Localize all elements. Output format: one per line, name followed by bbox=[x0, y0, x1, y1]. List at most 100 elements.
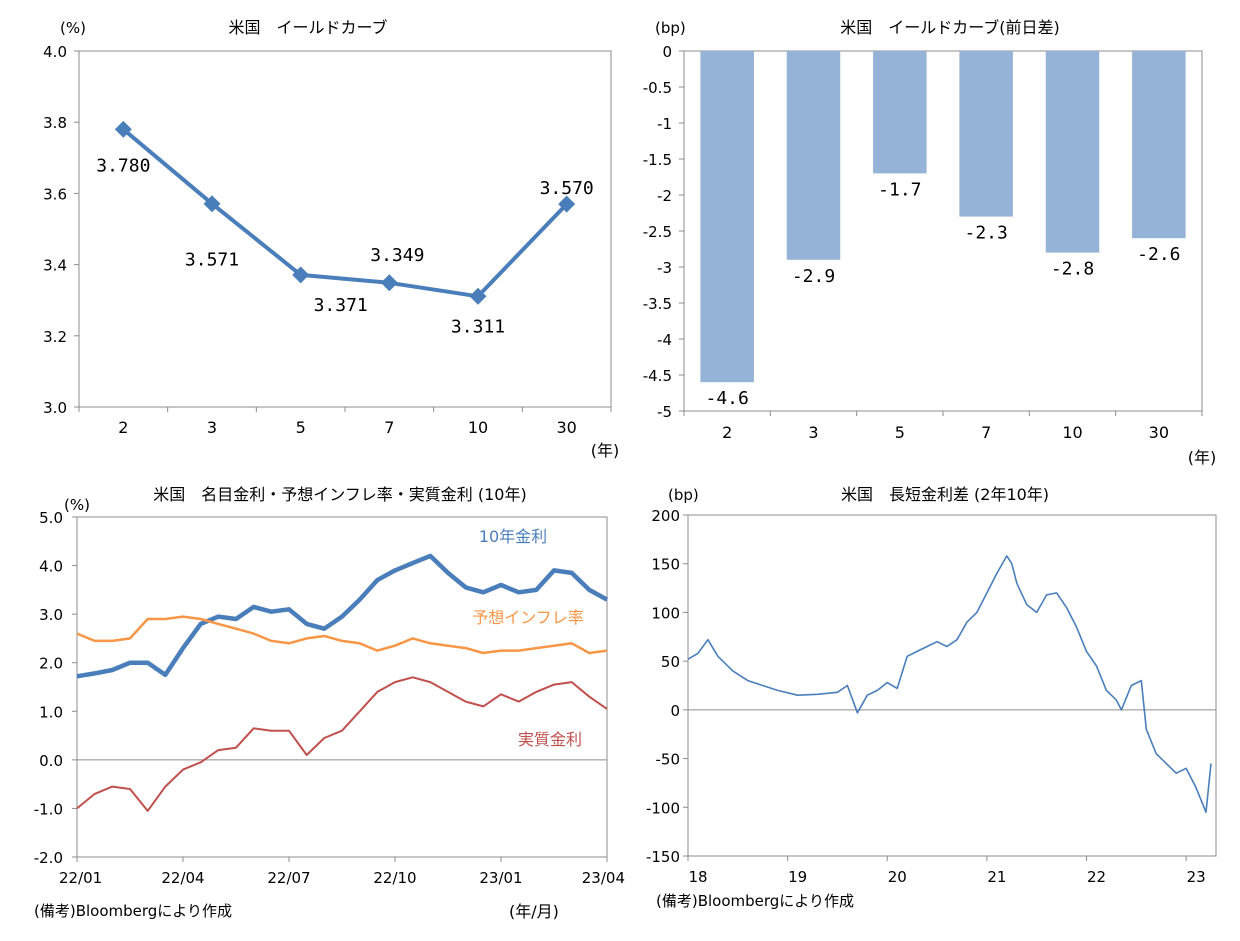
y-tick-label: 0.0 bbox=[39, 752, 63, 770]
x-tick-label: 20 bbox=[888, 868, 907, 886]
y-tick-label: -1.5 bbox=[643, 151, 672, 169]
data-label: -4.6 bbox=[705, 388, 748, 409]
y-tick-label: -2.0 bbox=[34, 849, 63, 867]
y-unit-label: (bp) bbox=[668, 486, 699, 504]
x-tick-label: 2 bbox=[722, 423, 732, 442]
bar bbox=[786, 51, 841, 260]
y-tick-label: -5 bbox=[657, 403, 672, 421]
x-tick-label: 5 bbox=[895, 423, 905, 442]
bar bbox=[1132, 51, 1186, 239]
x-tick-label: 23/01 bbox=[479, 869, 522, 887]
x-tick-label: 10 bbox=[1062, 423, 1082, 442]
chart-term-spread: 米国 長短金利差 (2年10年) (bp) (備考)Bloombergにより作成… bbox=[646, 485, 1217, 910]
x-tick-label: 22/01 bbox=[59, 869, 102, 887]
data-label: 3.570 bbox=[540, 178, 594, 199]
x-tick-label: 22/04 bbox=[161, 869, 204, 887]
plot-area bbox=[683, 50, 1203, 412]
y-tick-label: -4 bbox=[657, 331, 672, 349]
series-label: 予想インフレ率 bbox=[472, 608, 584, 627]
y-unit-label: (bp) bbox=[655, 19, 686, 37]
y-tick-label: 50 bbox=[661, 653, 680, 671]
y-tick-label: 4.0 bbox=[39, 558, 63, 576]
x-tick-label: 5 bbox=[296, 418, 306, 437]
y-tick-label: 4.0 bbox=[43, 43, 67, 61]
data-point bbox=[292, 266, 310, 284]
data-label: -2.3 bbox=[964, 223, 1007, 244]
y-tick-label: 0 bbox=[670, 702, 680, 720]
series-line bbox=[76, 615, 608, 655]
data-label: 3.371 bbox=[314, 295, 368, 316]
y-tick-label: 3.0 bbox=[39, 606, 63, 624]
y-tick-label: 3.0 bbox=[43, 399, 67, 417]
y-tick-label: -4.5 bbox=[643, 367, 672, 385]
y-tick-label: 5.0 bbox=[39, 509, 63, 527]
bar bbox=[1045, 51, 1100, 253]
source-note: (備考)Bloombergにより作成 bbox=[34, 902, 232, 920]
bar bbox=[873, 51, 927, 174]
y-tick-label: -0.5 bbox=[643, 79, 672, 97]
data-label: -1.7 bbox=[878, 179, 921, 200]
series-line bbox=[687, 555, 1212, 814]
series-line bbox=[122, 127, 569, 299]
x-tick-label: 23/04 bbox=[582, 869, 625, 887]
y-tick-label: 3.6 bbox=[43, 185, 67, 203]
chart-yield-curve: 米国 イールドカーブ (%) (年) 3.0 3.2 3.4 3.6 3.8 4.0 2 3… bbox=[43, 18, 619, 460]
x-tick-label: 3 bbox=[207, 418, 217, 437]
x-tick-label: 7 bbox=[981, 423, 991, 442]
y-tick-label: 100 bbox=[651, 604, 680, 622]
chart-title: 米国 イールドカーブ(前日差) bbox=[840, 18, 1060, 37]
data-point bbox=[558, 195, 576, 213]
series-line bbox=[76, 553, 609, 679]
y-tick-label: 2.0 bbox=[39, 655, 63, 673]
x-tick-label: 30 bbox=[1149, 423, 1169, 442]
y-tick-label: -2 bbox=[657, 187, 672, 205]
plot-area bbox=[78, 50, 612, 408]
x-tick-label: 22/10 bbox=[373, 869, 416, 887]
data-label: -2.6 bbox=[1137, 244, 1180, 265]
y-tick-label: -2.5 bbox=[643, 223, 672, 241]
x-tick-label: 7 bbox=[384, 418, 394, 437]
data-point bbox=[114, 120, 132, 138]
y-tick-label: 0 bbox=[662, 43, 672, 61]
y-tick-label: 1.0 bbox=[39, 703, 63, 721]
x-unit-label: (年/月) bbox=[509, 902, 559, 921]
x-unit-label: (年) bbox=[1188, 448, 1217, 467]
data-point bbox=[469, 287, 487, 305]
y-tick-label: -3 bbox=[657, 259, 672, 277]
data-point bbox=[380, 274, 398, 292]
source-note: (備考)Bloombergにより作成 bbox=[656, 892, 854, 910]
y-tick-label: -3.5 bbox=[643, 295, 672, 313]
series-line bbox=[76, 676, 608, 812]
x-tick-label: 2 bbox=[118, 418, 128, 437]
x-tick-label: 22/07 bbox=[267, 869, 310, 887]
series-label: 実質金利 bbox=[518, 730, 582, 749]
x-tick-label: 18 bbox=[688, 868, 707, 886]
x-tick-label: 30 bbox=[556, 418, 576, 437]
chart-title: 米国 イールドカーブ bbox=[228, 18, 387, 37]
chart-yield-change: 米国 イールドカーブ(前日差) (bp) (年) 0 -0.5 -1 -1.5 -2 -2… bbox=[643, 18, 1217, 467]
y-tick-label: -1.0 bbox=[34, 800, 63, 818]
x-tick-label: 23 bbox=[1187, 868, 1206, 886]
data-label: 3.571 bbox=[185, 250, 239, 271]
chart-real-rates: 米国 名目金利・予想インフレ率・実質金利 (10年) (%) (年/月) (備考… bbox=[34, 485, 625, 921]
y-tick-label: 150 bbox=[651, 556, 680, 574]
y-tick-label: 3.4 bbox=[43, 257, 67, 275]
chart-title: 米国 長短金利差 (2年10年) bbox=[841, 485, 1049, 504]
y-tick-label: -1 bbox=[657, 115, 672, 133]
data-label: 3.311 bbox=[451, 316, 505, 337]
series-label: 10年金利 bbox=[479, 527, 547, 546]
data-label: 3.349 bbox=[370, 245, 424, 266]
chart-title: 米国 名目金利・予想インフレ率・実質金利 (10年) bbox=[153, 485, 526, 504]
y-tick-label: -50 bbox=[656, 751, 681, 769]
x-tick-label: 3 bbox=[808, 423, 818, 442]
x-tick-label: 21 bbox=[987, 868, 1006, 886]
plot-area bbox=[687, 514, 1217, 857]
bar bbox=[700, 51, 754, 383]
data-label: -2.8 bbox=[1051, 259, 1094, 280]
x-tick-label: 19 bbox=[788, 868, 807, 886]
y-tick-label: 3.8 bbox=[43, 114, 67, 132]
y-tick-label: 200 bbox=[651, 507, 680, 525]
data-label: -2.9 bbox=[792, 266, 835, 287]
y-tick-label: -100 bbox=[646, 799, 680, 817]
